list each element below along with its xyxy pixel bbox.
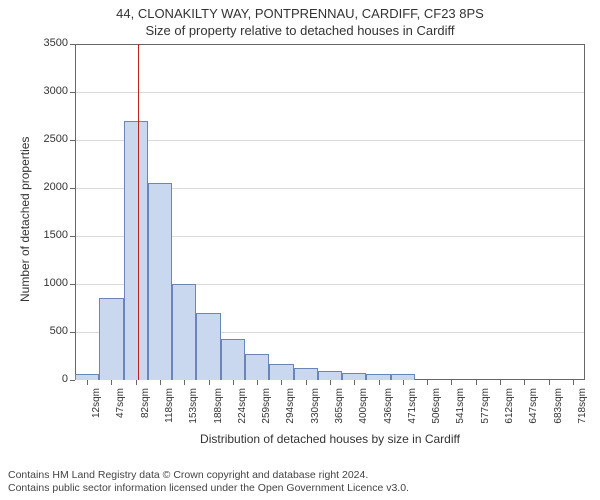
x-tick-mark bbox=[330, 380, 331, 385]
x-tick-mark bbox=[403, 380, 404, 385]
x-tick-label: 188sqm bbox=[213, 388, 224, 436]
footer-line-2: Contains public sector information licen… bbox=[8, 482, 409, 496]
y-tick-mark bbox=[70, 44, 75, 45]
x-tick-mark bbox=[306, 380, 307, 385]
y-tick-label: 1500 bbox=[30, 229, 68, 241]
x-tick-label: 82sqm bbox=[140, 388, 151, 436]
x-tick-label: 259sqm bbox=[261, 388, 272, 436]
x-tick-label: 400sqm bbox=[358, 388, 369, 436]
histogram-bar bbox=[148, 183, 172, 380]
x-tick-mark bbox=[427, 380, 428, 385]
y-tick-mark bbox=[70, 92, 75, 93]
gridline bbox=[75, 92, 585, 93]
histogram-bar bbox=[99, 298, 123, 380]
x-tick-mark bbox=[524, 380, 525, 385]
y-tick-mark bbox=[70, 284, 75, 285]
x-tick-label: 647sqm bbox=[528, 388, 539, 436]
x-tick-label: 330sqm bbox=[310, 388, 321, 436]
x-tick-mark bbox=[184, 380, 185, 385]
x-tick-mark bbox=[476, 380, 477, 385]
x-tick-label: 718sqm bbox=[577, 388, 588, 436]
x-tick-mark bbox=[354, 380, 355, 385]
y-tick-label: 3000 bbox=[30, 85, 68, 97]
histogram-bar bbox=[294, 368, 318, 380]
gridline bbox=[75, 140, 585, 141]
y-tick-mark bbox=[70, 188, 75, 189]
histogram-bar bbox=[245, 354, 269, 380]
x-tick-label: 506sqm bbox=[431, 388, 442, 436]
x-tick-label: 577sqm bbox=[480, 388, 491, 436]
y-tick-mark bbox=[70, 380, 75, 381]
histogram-bar bbox=[124, 121, 148, 380]
x-tick-mark bbox=[160, 380, 161, 385]
x-tick-mark bbox=[549, 380, 550, 385]
x-tick-label: 612sqm bbox=[504, 388, 515, 436]
histogram-bar bbox=[196, 313, 220, 380]
x-tick-label: 153sqm bbox=[188, 388, 199, 436]
footer-line-1: Contains HM Land Registry data © Crown c… bbox=[8, 469, 409, 483]
x-tick-mark bbox=[87, 380, 88, 385]
histogram-bar bbox=[172, 284, 196, 380]
y-tick-label: 2500 bbox=[30, 133, 68, 145]
x-tick-mark bbox=[111, 380, 112, 385]
x-tick-mark bbox=[500, 380, 501, 385]
y-tick-mark bbox=[70, 236, 75, 237]
y-tick-label: 3500 bbox=[30, 37, 68, 49]
histogram-bar bbox=[221, 339, 245, 380]
y-tick-mark bbox=[70, 140, 75, 141]
marker-line bbox=[138, 44, 139, 380]
footer-attribution: Contains HM Land Registry data © Crown c… bbox=[8, 469, 409, 496]
page-title-address: 44, CLONAKILTY WAY, PONTPRENNAU, CARDIFF… bbox=[0, 0, 600, 21]
x-tick-mark bbox=[257, 380, 258, 385]
x-tick-mark bbox=[136, 380, 137, 385]
x-tick-mark bbox=[451, 380, 452, 385]
x-tick-mark bbox=[573, 380, 574, 385]
x-tick-label: 541sqm bbox=[455, 388, 466, 436]
x-tick-mark bbox=[281, 380, 282, 385]
x-tick-label: 683sqm bbox=[553, 388, 564, 436]
x-tick-label: 365sqm bbox=[334, 388, 345, 436]
y-tick-label: 2000 bbox=[30, 181, 68, 193]
page-subtitle: Size of property relative to detached ho… bbox=[0, 21, 600, 38]
histogram-bar bbox=[269, 364, 293, 380]
histogram-bar bbox=[318, 371, 342, 380]
x-tick-label: 224sqm bbox=[237, 388, 248, 436]
x-tick-label: 471sqm bbox=[407, 388, 418, 436]
x-tick-label: 12sqm bbox=[91, 388, 102, 436]
x-tick-mark bbox=[379, 380, 380, 385]
histogram-bar bbox=[342, 373, 366, 380]
x-tick-label: 436sqm bbox=[383, 388, 394, 436]
x-tick-mark bbox=[233, 380, 234, 385]
x-tick-label: 118sqm bbox=[164, 388, 175, 436]
y-tick-mark bbox=[70, 332, 75, 333]
y-tick-label: 1000 bbox=[30, 277, 68, 289]
x-tick-label: 47sqm bbox=[115, 388, 126, 436]
y-tick-label: 0 bbox=[30, 373, 68, 385]
x-tick-mark bbox=[209, 380, 210, 385]
x-tick-label: 294sqm bbox=[285, 388, 296, 436]
y-tick-label: 500 bbox=[30, 325, 68, 337]
